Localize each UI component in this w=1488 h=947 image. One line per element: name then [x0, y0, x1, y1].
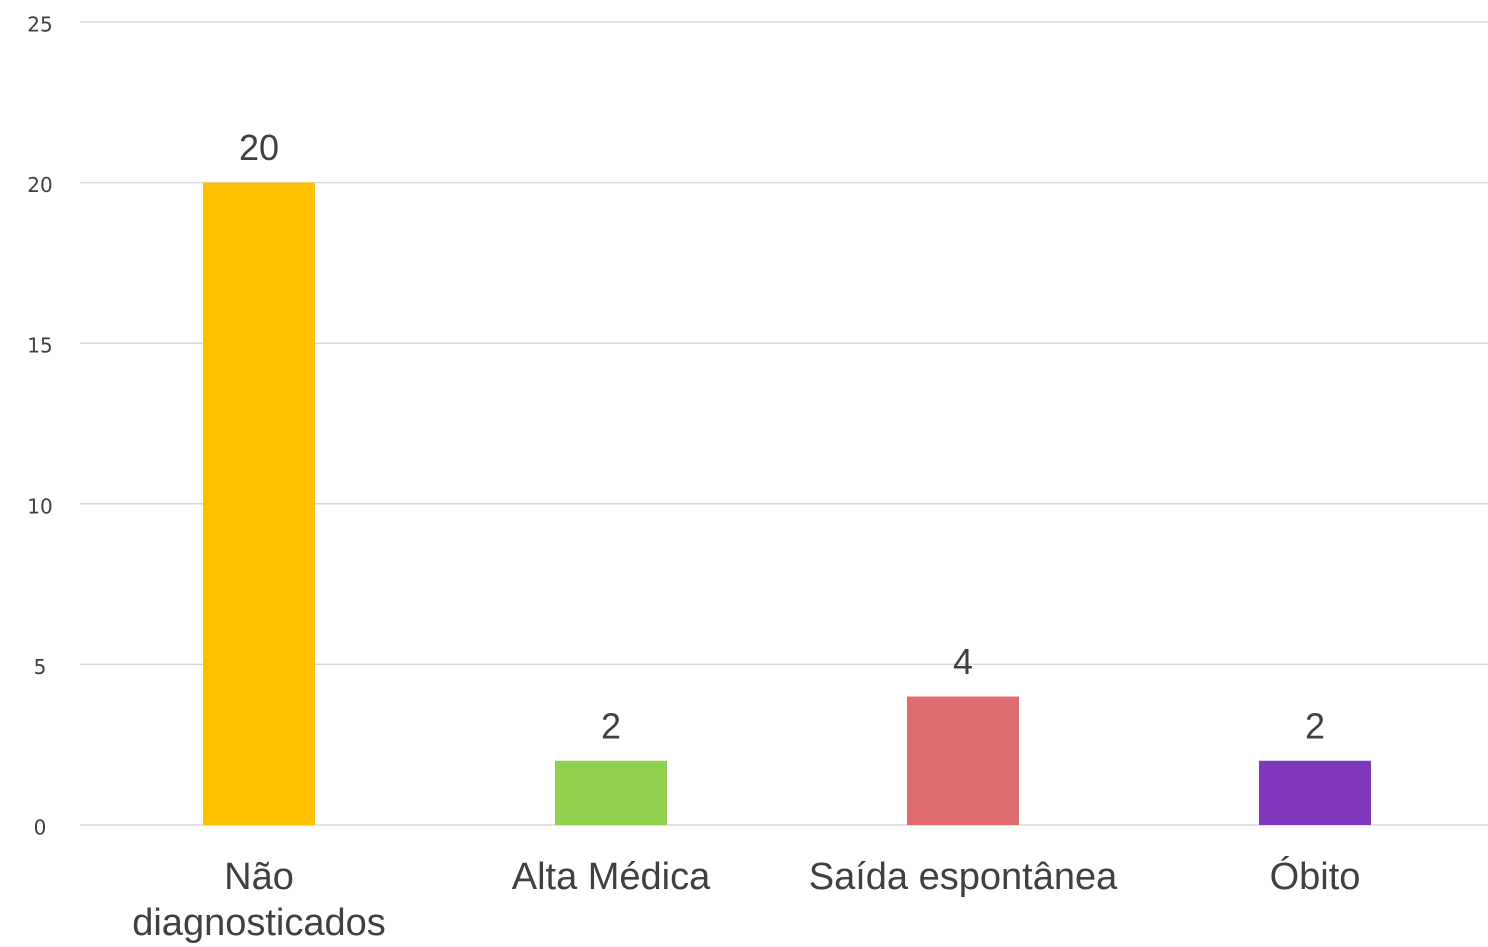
x-tick-label: Alta Médica: [512, 856, 711, 898]
data-label: 2: [1305, 705, 1325, 746]
data-label: 20: [239, 127, 279, 168]
y-tick-label: 20: [27, 173, 52, 197]
bar: [555, 760, 667, 825]
x-tick-label: Não diagnosticados: [132, 856, 386, 944]
y-tick-label: 15: [27, 334, 52, 358]
label-line: Não: [224, 856, 294, 898]
bar: [1259, 760, 1371, 825]
y-tick-label: 25: [27, 13, 52, 37]
x-tick-label: Saída espontânea: [809, 856, 1118, 898]
y-tick-label: 0: [34, 816, 47, 840]
data-label: 4: [953, 641, 973, 682]
label-line: diagnosticados: [132, 902, 386, 944]
bar: [907, 696, 1019, 825]
data-label: 2: [601, 705, 621, 746]
y-tick-label: 5: [34, 655, 47, 679]
x-tick-label: Óbito: [1270, 855, 1361, 898]
y-tick-label: 10: [27, 494, 52, 518]
bar: [203, 182, 315, 826]
